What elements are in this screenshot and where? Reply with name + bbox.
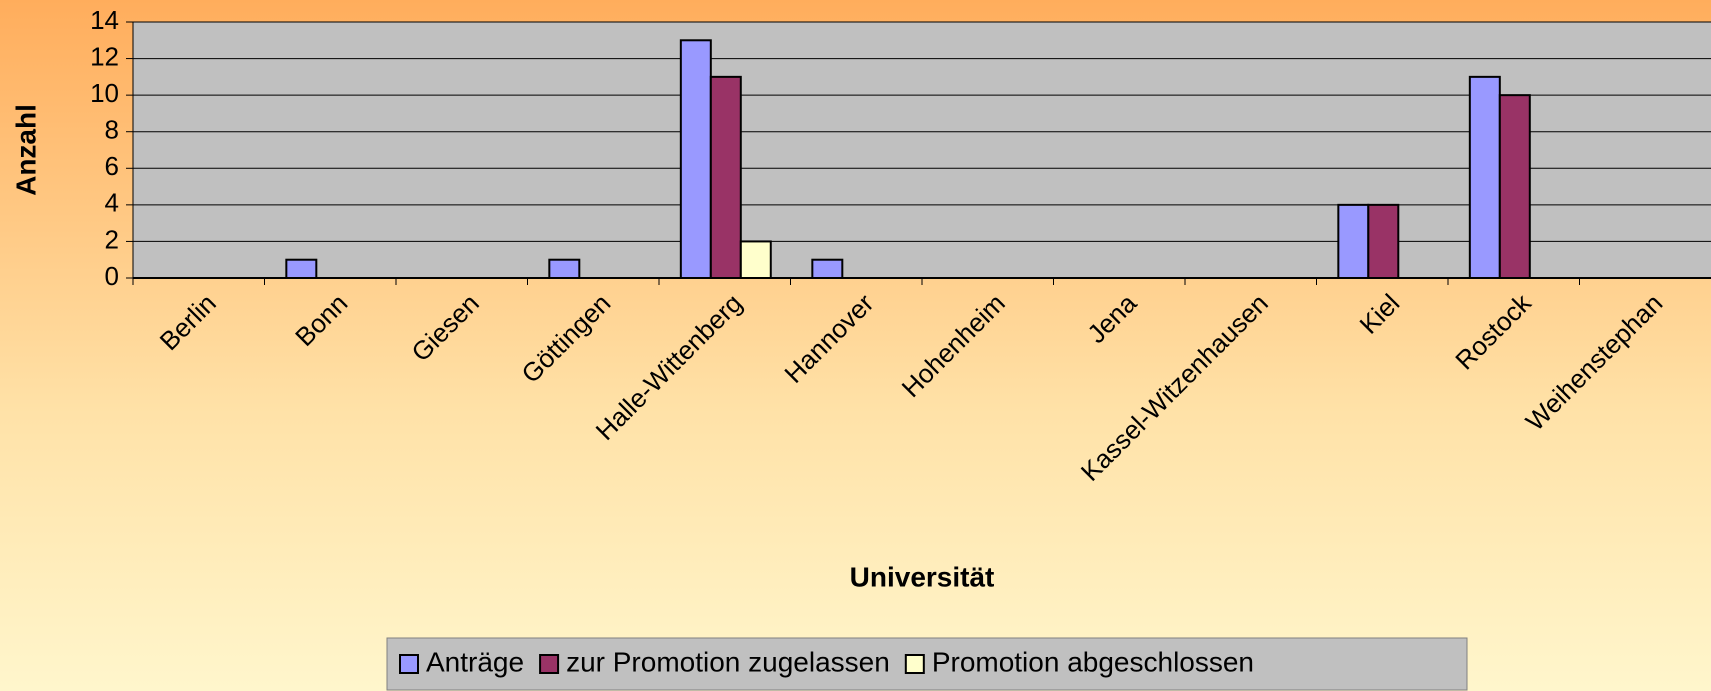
bar bbox=[709, 75, 742, 279]
legend bbox=[386, 637, 1468, 691]
bar bbox=[1498, 94, 1531, 280]
y-tick-label: 6 bbox=[105, 151, 119, 181]
bar bbox=[1367, 203, 1400, 280]
legend-label: zur Promotion zugelassen bbox=[566, 646, 890, 677]
y-tick-label: 0 bbox=[105, 261, 119, 291]
bar bbox=[548, 258, 581, 280]
bar bbox=[679, 39, 712, 279]
bar bbox=[811, 258, 844, 280]
legend-label: Promotion abgeschlossen bbox=[932, 646, 1254, 677]
x-axis-label: Universität bbox=[850, 561, 995, 592]
legend-swatch bbox=[904, 654, 925, 674]
bar bbox=[285, 258, 318, 280]
legend-swatch bbox=[399, 654, 419, 674]
y-axis-label: Anzahl bbox=[10, 104, 41, 196]
y-tick-label: 2 bbox=[105, 224, 119, 254]
legend-swatch bbox=[539, 654, 560, 674]
plot-area bbox=[133, 22, 1711, 278]
y-tick-label: 10 bbox=[90, 78, 119, 108]
y-tick-label: 4 bbox=[105, 188, 119, 218]
bar bbox=[739, 240, 772, 280]
bar bbox=[1468, 75, 1501, 279]
y-tick-label: 8 bbox=[105, 115, 119, 145]
y-tick-label: 12 bbox=[90, 41, 119, 71]
legend-label: Anträge bbox=[426, 646, 524, 677]
y-tick-label: 14 bbox=[90, 5, 119, 35]
bar bbox=[1337, 203, 1370, 280]
